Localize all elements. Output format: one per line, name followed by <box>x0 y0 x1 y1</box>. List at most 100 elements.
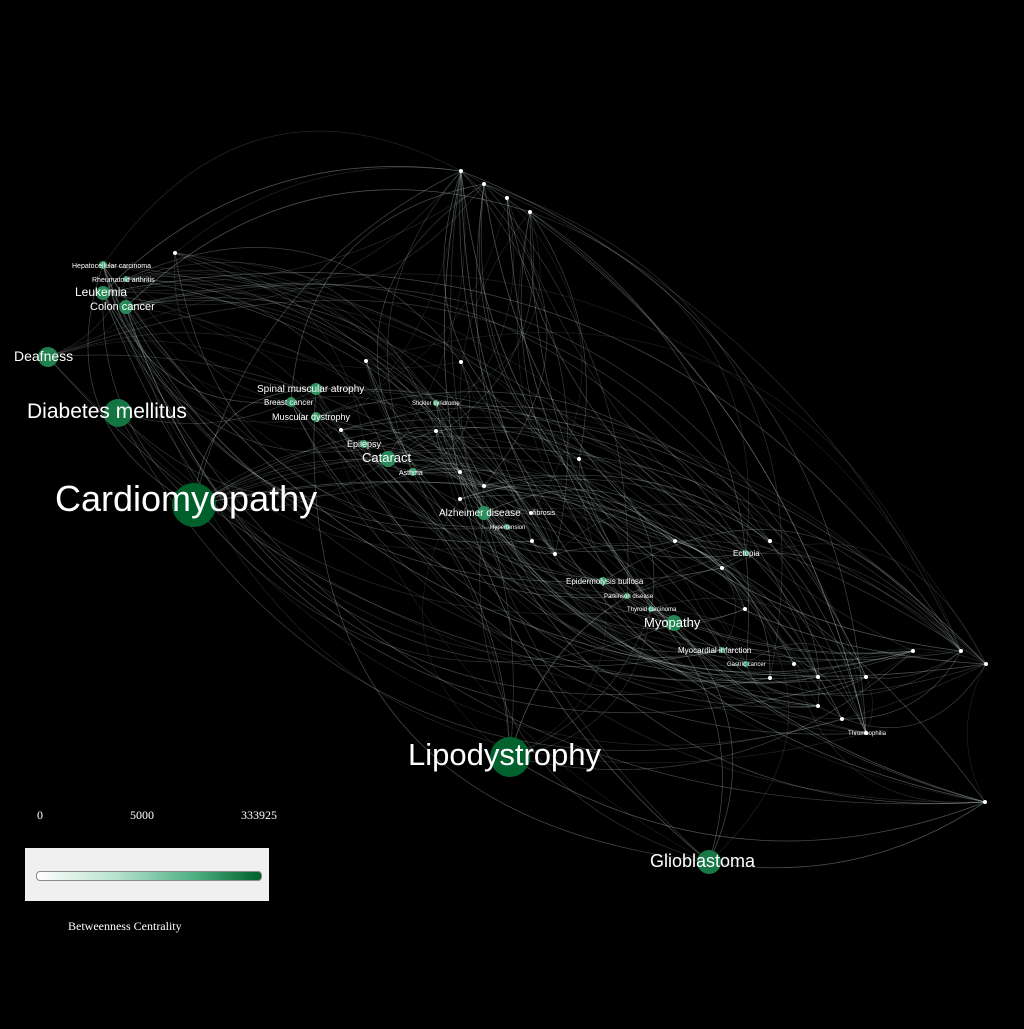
node-n55[interactable] <box>984 662 988 666</box>
graph-edge <box>290 401 628 598</box>
node-stickler-syndrome[interactable] <box>433 400 439 406</box>
node-muscular-dystrophy[interactable] <box>311 412 321 422</box>
node-lipodystrophy[interactable] <box>490 737 530 777</box>
node-diabetes-mellitus[interactable] <box>104 399 132 427</box>
node-n39[interactable] <box>458 497 462 501</box>
graph-edge <box>315 416 508 528</box>
graph-edge <box>340 405 867 678</box>
node-rheumatoid-arthritis[interactable] <box>123 276 129 282</box>
node-n49[interactable] <box>816 704 820 708</box>
graph-edge <box>193 458 485 506</box>
node-n28[interactable] <box>459 169 463 173</box>
node-asthma[interactable] <box>409 468 417 476</box>
node-n32[interactable] <box>173 251 177 255</box>
graph-edge <box>817 648 987 678</box>
node-leukemia[interactable] <box>96 286 110 300</box>
node-n51[interactable] <box>816 675 820 679</box>
graph-edge <box>721 567 736 651</box>
node-n33[interactable] <box>364 359 368 363</box>
node-myopathy[interactable] <box>666 615 682 631</box>
graph-edge <box>708 567 789 863</box>
node-label-muscular-dystrophy: Muscular dystrophy <box>272 412 351 422</box>
graph-edge <box>509 756 986 842</box>
graph-edge <box>193 481 986 803</box>
node-label-breast-cancer: Breast cancer <box>264 398 314 407</box>
node-n30[interactable] <box>505 196 509 200</box>
node-n37[interactable] <box>458 470 462 474</box>
graph-edge <box>102 291 437 404</box>
node-hypertension[interactable] <box>504 524 510 530</box>
node-n48[interactable] <box>768 676 772 680</box>
node-fibrosis[interactable] <box>529 511 533 515</box>
node-label-parkinson-disease: Parkinson disease <box>604 594 654 600</box>
legend-title: Betweenness Centrality <box>68 919 182 933</box>
graph-edge <box>483 183 783 679</box>
graph-edge <box>520 211 628 597</box>
graph-edge <box>674 540 819 678</box>
node-n44[interactable] <box>768 539 772 543</box>
node-n41[interactable] <box>530 539 534 543</box>
node-hepatocellular-carcinoma[interactable] <box>99 261 107 269</box>
node-n53[interactable] <box>911 649 915 653</box>
graph-edge <box>865 676 873 734</box>
graph-edge <box>531 540 819 683</box>
graph-edge <box>290 401 771 681</box>
node-colon-cancer[interactable] <box>119 300 133 314</box>
graph-edge <box>387 170 466 460</box>
graph-edge <box>365 332 962 652</box>
node-n29[interactable] <box>482 182 486 186</box>
graph-edge <box>460 170 986 803</box>
graph-edge <box>459 471 723 653</box>
node-cardiomyopathy[interactable] <box>172 483 216 527</box>
node-n36[interactable] <box>434 429 438 433</box>
node-epidermolysis-bullosa[interactable] <box>599 577 607 585</box>
graph-edge <box>459 471 819 707</box>
graph-edge <box>506 197 914 652</box>
graph-edge <box>483 507 987 665</box>
graph-edge <box>102 264 987 677</box>
graph-edge <box>422 498 511 758</box>
node-alzheimer-disease[interactable] <box>477 506 491 520</box>
node-myocardial-infarction[interactable] <box>719 647 725 653</box>
node-n56[interactable] <box>983 800 987 804</box>
node-epilepsy[interactable] <box>360 440 368 448</box>
graph-edge <box>435 211 541 404</box>
node-breast-cancer[interactable] <box>286 397 296 407</box>
node-parkinson-disease[interactable] <box>624 593 630 599</box>
node-n43[interactable] <box>673 539 677 543</box>
graph-edge <box>315 388 987 665</box>
node-thrombophilia[interactable] <box>864 731 868 735</box>
node-n38[interactable] <box>482 484 486 488</box>
node-n47[interactable] <box>792 662 796 666</box>
node-n46[interactable] <box>743 607 747 611</box>
node-glioblastoma[interactable] <box>697 850 721 874</box>
node-n54[interactable] <box>959 649 963 653</box>
graph-edge <box>102 292 342 431</box>
node-n35[interactable] <box>339 428 343 432</box>
graph-edge <box>125 306 292 403</box>
graph-edge <box>125 297 533 542</box>
node-thyroid-carcinoma[interactable] <box>648 606 654 612</box>
graph-edge <box>102 292 437 453</box>
graph-edge <box>47 306 127 358</box>
node-spinal-muscular-atrophy[interactable] <box>310 383 322 395</box>
node-cataract[interactable] <box>380 451 396 467</box>
graph-edge <box>117 412 414 498</box>
graph-edge <box>174 183 485 289</box>
node-ectopia[interactable] <box>743 550 749 556</box>
graph-edge <box>340 429 414 473</box>
node-gastric-cancer[interactable] <box>743 661 749 667</box>
node-n31[interactable] <box>528 210 532 214</box>
graph-edge <box>483 512 986 804</box>
graph-edge <box>412 471 675 624</box>
node-n42[interactable] <box>553 552 557 556</box>
graph-edge <box>435 402 867 734</box>
node-n34[interactable] <box>459 360 463 364</box>
node-n52[interactable] <box>864 675 868 679</box>
graph-edge <box>117 412 843 751</box>
node-n50[interactable] <box>840 717 844 721</box>
node-n45[interactable] <box>720 566 724 570</box>
graph-edge <box>315 416 914 676</box>
node-n40[interactable] <box>577 457 581 461</box>
node-deafness[interactable] <box>38 347 58 367</box>
